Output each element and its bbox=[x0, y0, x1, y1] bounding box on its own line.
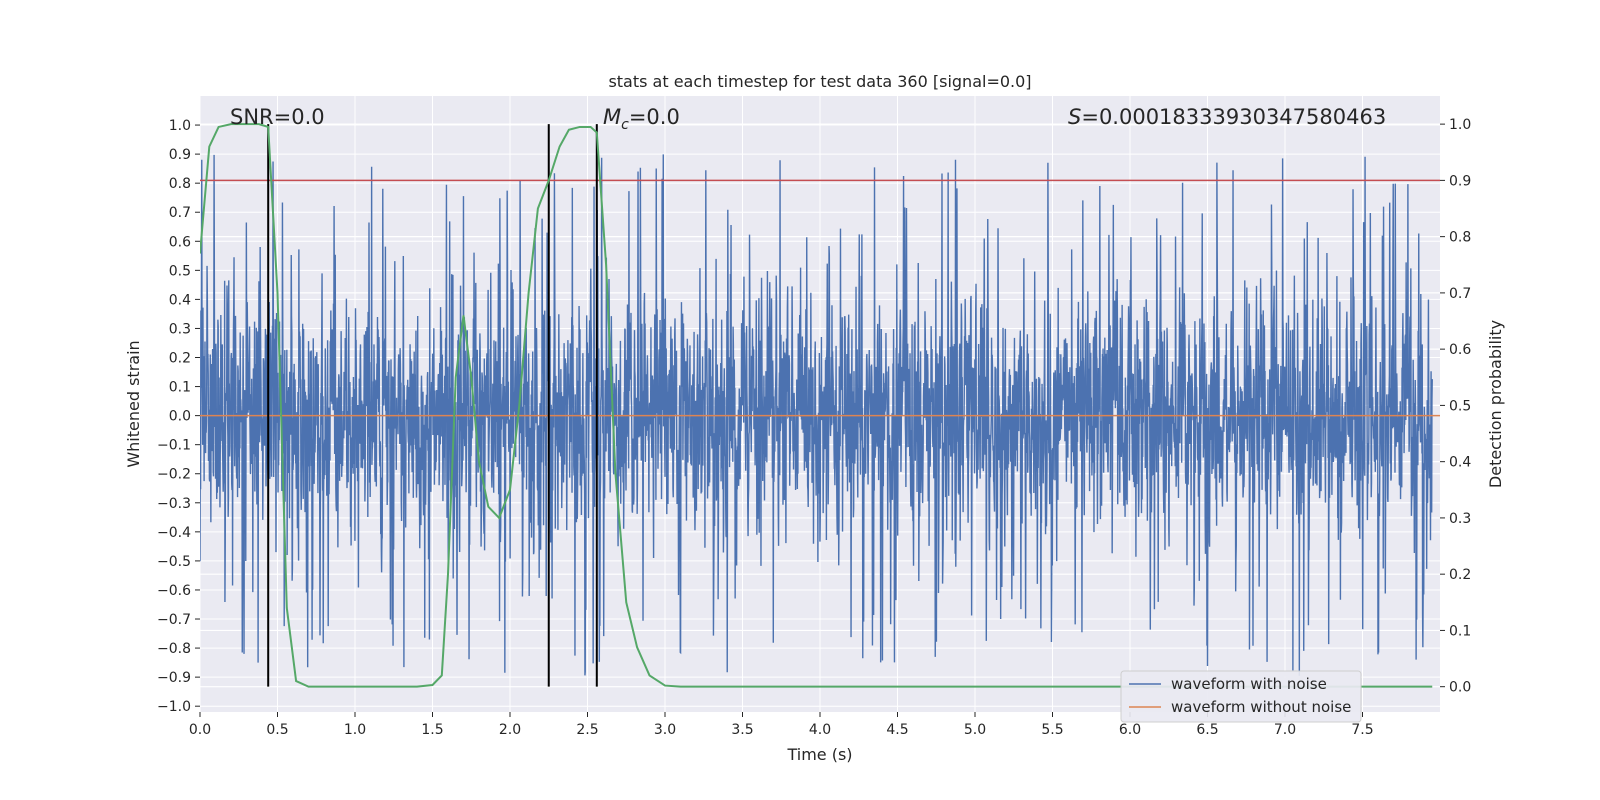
vertical-markers bbox=[267, 124, 598, 687]
y-tick-label: 0.5 bbox=[169, 263, 191, 279]
y-tick-label: −0.3 bbox=[157, 496, 191, 512]
x-tick-label: 7.0 bbox=[1274, 722, 1296, 738]
y2-axis-label: Detection probability bbox=[1486, 320, 1505, 488]
y2-tick-label: 0.6 bbox=[1449, 342, 1471, 358]
x-tick-label: 3.0 bbox=[654, 722, 676, 738]
x-axis-label: Time (s) bbox=[786, 745, 852, 764]
y-tick-label: 0.7 bbox=[169, 205, 191, 221]
y2-tick-label: 0.1 bbox=[1449, 623, 1471, 639]
y-axis-label: Whitened strain bbox=[124, 340, 143, 467]
x-tick-label: 1.0 bbox=[344, 722, 366, 738]
y-tick-label: −0.2 bbox=[157, 467, 191, 483]
mc-value: =0.0 bbox=[629, 105, 680, 129]
y-tick-label: 0.6 bbox=[169, 234, 191, 250]
y2-tick-label: 0.9 bbox=[1449, 173, 1471, 189]
x-tick-label: 6.0 bbox=[1119, 722, 1141, 738]
ticks: 0.0 0.5 1.0 1.5 2.0 2.5 3.0 3.5 4.0 4.5 5.0 5.5 6.0 6… bbox=[157, 117, 1471, 738]
x-tick-label: 2.0 bbox=[499, 722, 521, 738]
x-tick-label: 1.5 bbox=[421, 722, 443, 738]
y2-tick-label: 0.5 bbox=[1449, 398, 1471, 414]
x-tick-label: 3.5 bbox=[731, 722, 753, 738]
x-tick-label: 5.0 bbox=[964, 722, 986, 738]
y2-tick-label: 1.0 bbox=[1449, 117, 1471, 133]
y-tick-label: −0.7 bbox=[157, 612, 191, 628]
y-tick-label: −0.1 bbox=[157, 438, 191, 454]
x-tick-label: 5.5 bbox=[1041, 722, 1063, 738]
annotation-mc: Mc=0.0 bbox=[603, 105, 680, 133]
x-tick-label: 6.5 bbox=[1196, 722, 1218, 738]
y2-tick-label: 0.7 bbox=[1449, 286, 1471, 302]
y2-tick-label: 0.4 bbox=[1449, 455, 1471, 471]
y-tick-label: −0.6 bbox=[157, 583, 191, 599]
x-tick-label: 7.5 bbox=[1351, 722, 1373, 738]
y2-tick-label: 0.3 bbox=[1449, 511, 1471, 527]
y-tick-label: −0.8 bbox=[157, 641, 191, 657]
y-tick-label: 1.0 bbox=[169, 118, 191, 134]
x-tick-label: 0.0 bbox=[189, 722, 211, 738]
y-tick-label: 0.1 bbox=[169, 380, 191, 396]
series-detection-probability bbox=[200, 123, 1433, 688]
y2-tick-label: 0.0 bbox=[1449, 680, 1471, 696]
legend-label-1: waveform without noise bbox=[1171, 698, 1351, 716]
annotation-snr: SNR=0.0 bbox=[230, 105, 325, 129]
x-tick-label: 2.5 bbox=[576, 722, 598, 738]
y-tick-label: −0.4 bbox=[157, 525, 191, 541]
x-tick-label: 4.0 bbox=[809, 722, 831, 738]
y-tick-label: −0.5 bbox=[157, 554, 191, 570]
y-tick-label: −1.0 bbox=[157, 699, 191, 715]
y-tick-label: 0.0 bbox=[169, 409, 191, 425]
x-tick-label: 0.5 bbox=[266, 722, 288, 738]
s-symbol: S bbox=[1068, 105, 1081, 129]
y-tick-label: 0.2 bbox=[169, 351, 191, 367]
y-tick-label: 0.3 bbox=[169, 321, 191, 337]
legend-label-0: waveform with noise bbox=[1171, 675, 1327, 693]
chart-title: stats at each timestep for test data 360… bbox=[608, 72, 1031, 91]
y-tick-label: −0.9 bbox=[157, 670, 191, 686]
y-tick-label: 0.9 bbox=[169, 147, 191, 163]
legend: waveform with noise waveform without noi… bbox=[1120, 670, 1362, 723]
s-value: =0.00018333930347580463 bbox=[1081, 105, 1386, 129]
noise-trace bbox=[200, 154, 1433, 676]
y-tick-label: 0.8 bbox=[169, 176, 191, 192]
mc-subscript: c bbox=[621, 117, 629, 133]
legend-box bbox=[1120, 670, 1362, 723]
y2-tick-label: 0.8 bbox=[1449, 230, 1471, 246]
annotation-s: S=0.00018333930347580463 bbox=[1068, 105, 1386, 129]
y-tick-label: 0.4 bbox=[169, 292, 191, 308]
mc-symbol: M bbox=[603, 105, 621, 129]
x-tick-label: 4.5 bbox=[886, 722, 908, 738]
series-waveform-with-noise bbox=[200, 154, 1433, 676]
y2-tick-label: 0.2 bbox=[1449, 567, 1471, 583]
